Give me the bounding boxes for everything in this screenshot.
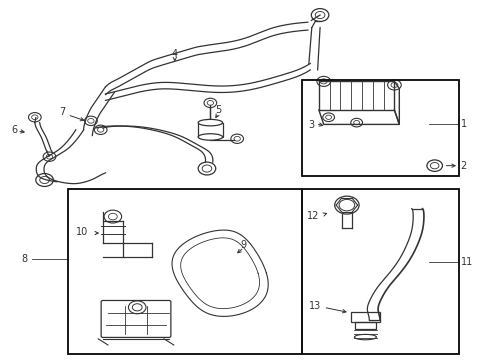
Bar (302, 189, 458, 354)
Bar (302, 189, 458, 354)
Bar (68, 189, 302, 354)
Bar (302, 80, 458, 176)
Text: 9: 9 (240, 239, 246, 249)
Text: 7: 7 (59, 107, 65, 117)
Ellipse shape (198, 134, 222, 140)
Ellipse shape (198, 120, 222, 126)
Text: 3: 3 (307, 120, 313, 130)
Text: 11: 11 (460, 257, 472, 267)
Text: 13: 13 (308, 301, 321, 311)
Text: 8: 8 (21, 254, 27, 264)
Text: 6: 6 (11, 125, 18, 135)
Text: 2: 2 (460, 161, 466, 171)
Bar (198, 123, 222, 137)
Text: 1: 1 (460, 120, 466, 129)
Text: 12: 12 (306, 211, 319, 221)
Text: 10: 10 (76, 227, 88, 237)
Bar (302, 80, 458, 176)
Bar (68, 189, 302, 354)
Bar (350, 312, 379, 321)
Text: 5: 5 (215, 105, 221, 115)
Text: 4: 4 (171, 49, 177, 59)
Bar (354, 321, 375, 329)
